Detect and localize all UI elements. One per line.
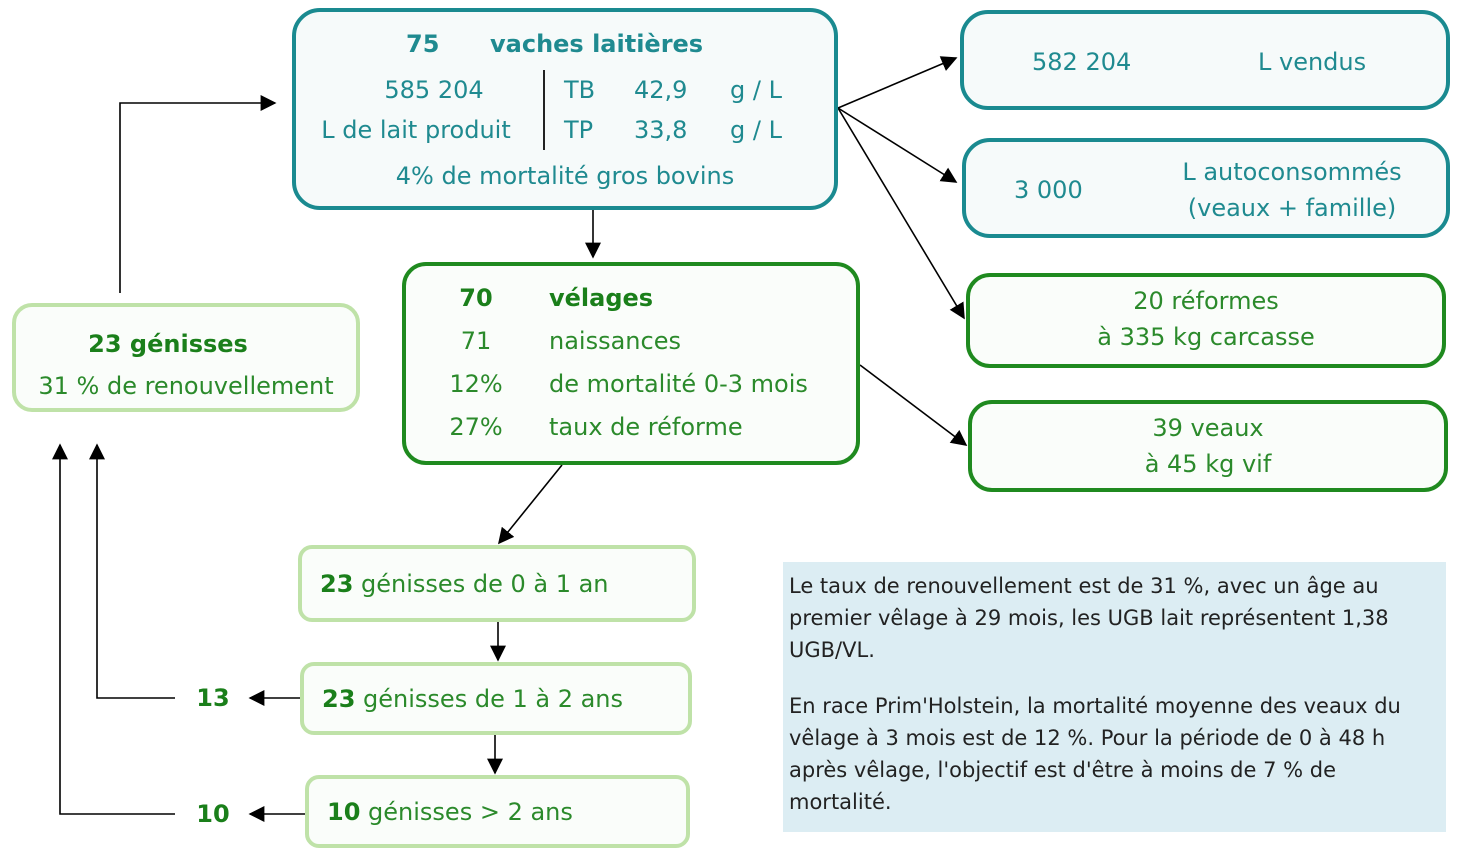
- milk-self-box: 3 000 L autoconsommés (veaux + famille): [962, 138, 1450, 238]
- value: 3 000: [1014, 176, 1083, 204]
- subtitle: 31 % de renouvellement: [38, 372, 334, 400]
- label: génisses de 0 à 1 an: [361, 569, 609, 598]
- line1: 20 réformes: [1133, 287, 1279, 315]
- heifer-group-box: 23 génisses de 1 à 2 ans: [300, 662, 692, 735]
- separator: [543, 70, 545, 150]
- label: L autoconsommés: [1182, 158, 1402, 186]
- calving-value: 12%: [449, 370, 503, 398]
- calving-value: 27%: [449, 413, 503, 441]
- calvings-box: 70 vélages 71 naissances 12% de mortalité 0-3…: [402, 262, 860, 465]
- heifer-out: 10: [196, 800, 230, 828]
- tb-label: TB: [564, 76, 596, 104]
- heifer-out: 13: [196, 684, 230, 712]
- count: 10: [327, 797, 361, 826]
- label: génisses de 1 à 2 ans: [363, 684, 624, 713]
- tb-unit: g / L: [730, 76, 782, 104]
- calving-value: 70: [459, 284, 493, 312]
- dairy-cows-box: 75 vaches laitières 585 204 L de lait pr…: [292, 8, 838, 210]
- info-box: Le taux de renouvellement est de 31 %, a…: [783, 562, 1446, 832]
- milk-volume: 585 204: [384, 76, 484, 104]
- milk-sold-box: 582 204 L vendus: [960, 10, 1450, 110]
- heifer-group-box: 23 génisses de 0 à 1 an: [298, 545, 696, 622]
- calves-box: 39 veaux à 45 kg vif: [968, 400, 1448, 492]
- line2: à 335 kg carcasse: [1097, 323, 1315, 351]
- heifer-group-line: 23 génisses de 0 à 1 an: [320, 570, 609, 598]
- calving-value: 71: [460, 327, 492, 355]
- heifer-group-line: 23 génisses de 1 à 2 ans: [322, 685, 623, 713]
- heifer-group-line: 10 génisses > 2 ans: [327, 798, 573, 826]
- info-paragraph: En race Prim'Holstein, la mortalité moye…: [789, 694, 1401, 814]
- label: génisses > 2 ans: [368, 797, 573, 826]
- mortality: 4% de mortalité gros bovins: [395, 162, 735, 190]
- info-paragraph: Le taux de renouvellement est de 31 %, a…: [789, 574, 1389, 662]
- count: 23: [320, 569, 354, 598]
- title: 23 génisses: [88, 330, 248, 358]
- label: vaches laitières: [490, 30, 704, 58]
- heifer-group-box: 10 génisses > 2 ans: [305, 775, 690, 848]
- arrow-group: [52, 56, 968, 822]
- heifers-box: 23 génisses 31 % de renouvellement: [12, 303, 360, 412]
- tp-label: TP: [564, 116, 594, 144]
- value: 582 204: [1032, 48, 1132, 76]
- tp-unit: g / L: [730, 116, 782, 144]
- calving-label: naissances: [549, 327, 681, 355]
- calving-label: vélages: [549, 284, 654, 312]
- count: 75: [406, 30, 440, 58]
- label: L vendus: [1258, 48, 1367, 76]
- milk-label: L de lait produit: [321, 116, 511, 144]
- count: 23: [322, 684, 356, 713]
- tp-value: 33,8: [634, 116, 688, 144]
- culls-box: 20 réformes à 335 kg carcasse: [966, 273, 1446, 368]
- tb-value: 42,9: [634, 76, 688, 104]
- line2: à 45 kg vif: [1144, 450, 1272, 478]
- sub: (veaux + famille): [1187, 194, 1397, 222]
- calving-label: taux de réforme: [549, 413, 743, 441]
- line1: 39 veaux: [1152, 414, 1264, 442]
- calving-label: de mortalité 0-3 mois: [549, 370, 808, 398]
